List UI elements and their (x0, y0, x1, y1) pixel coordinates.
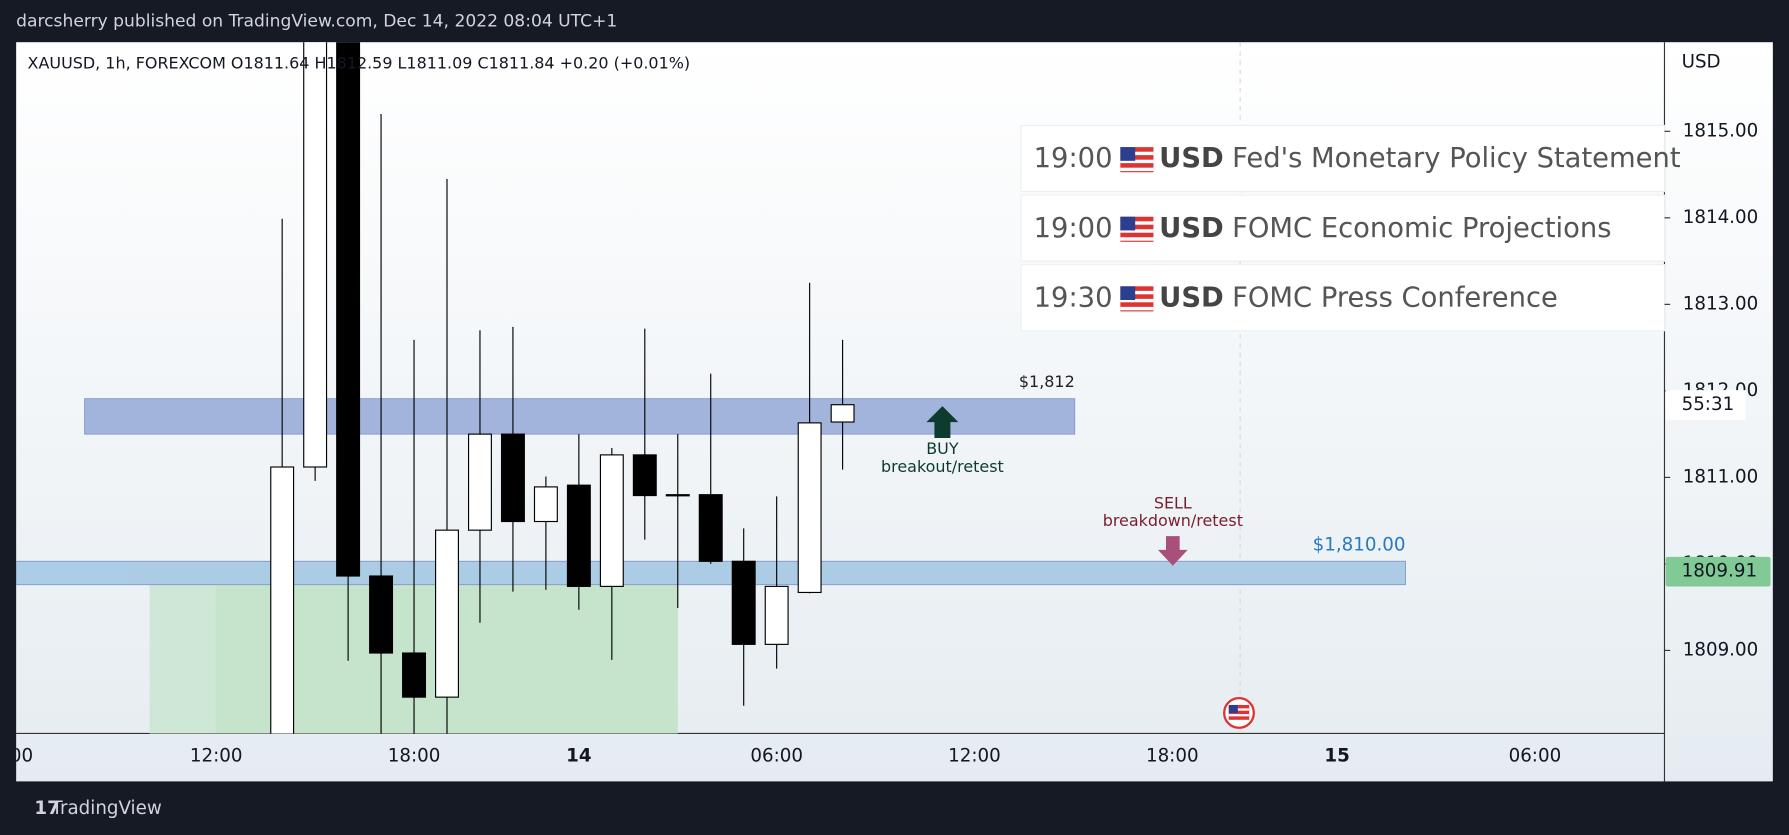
x-tick-label: 12:00 (948, 745, 1001, 766)
countdown-box (1665, 390, 1746, 420)
candle-body (632, 454, 657, 497)
last-price-label: 1809.91 (1682, 561, 1757, 582)
flag-stripe (1120, 221, 1154, 225)
event-name: FOMC Economic Projections (1232, 213, 1611, 244)
flag-stripe (1120, 229, 1154, 233)
price-zone (16, 560, 1406, 586)
published: darcsherry published on TradingView.com,… (16, 12, 617, 32)
y-tick-label: 1813.00 (1683, 293, 1758, 314)
candle-body (830, 404, 855, 423)
x-tick-label: 18:00 (388, 745, 441, 766)
flag-stripe (1120, 151, 1154, 156)
candle-body (467, 433, 492, 531)
flag-stripe (1120, 290, 1154, 295)
time-axis: :00 12:00 18:00 14 06:00 12:00 18:00 15 06:00 (4, 745, 1562, 766)
x-tick-label: :00 (4, 745, 33, 766)
y-tick-label: 1815.00 (1683, 120, 1758, 141)
candle-body (797, 422, 822, 594)
flag-stripe (1120, 237, 1154, 241)
brand-logo: 17 (34, 798, 59, 819)
event-currency: USD (1159, 213, 1224, 244)
zone-label: $1,812 (1019, 372, 1075, 391)
sell-arrow (1158, 536, 1188, 566)
x-tick-label: 15 (1324, 745, 1349, 766)
y-tick-label: 1811.00 (1683, 466, 1758, 487)
event-time: 19:30 (1034, 282, 1113, 313)
candle-body (270, 466, 295, 734)
candle-body (369, 575, 394, 654)
x-tick-label: 06:00 (1509, 745, 1562, 766)
brand: TradingView (51, 798, 162, 819)
plot (16, 42, 1406, 734)
x-tick-label: 06:00 (750, 745, 803, 766)
annotation-text: breakdown/retest (1103, 511, 1243, 530)
candle-body (731, 560, 756, 645)
candle-body (698, 494, 723, 562)
annotation-title: SELL (1154, 494, 1192, 513)
candle-body (533, 486, 558, 523)
candle-body (500, 433, 525, 523)
event-time: 19:00 (1034, 213, 1113, 244)
candle-body (764, 585, 789, 645)
flag-stripe (1120, 298, 1154, 303)
last-price-box (1665, 556, 1771, 587)
x-tick-label: 12:00 (190, 745, 243, 766)
price-zone (84, 398, 1076, 435)
flag-stripe (1120, 159, 1154, 164)
buy-arrow (926, 406, 959, 439)
candle-body (336, 42, 361, 577)
event-name: Fed's Monetary Policy Statement (1232, 143, 1681, 174)
y-tick-label: 1814.00 (1683, 207, 1758, 228)
annotation-title: BUY (926, 439, 959, 458)
x-tick-label: 14 (566, 745, 591, 766)
event-currency: USD (1159, 143, 1224, 174)
zone-label: $1,810.00 (1313, 534, 1406, 555)
annotation-text: breakout/retest (881, 457, 1004, 476)
countdown: 55:31 (1682, 394, 1735, 415)
candle-body (402, 652, 427, 698)
flag-canton (1120, 286, 1136, 301)
flag-canton (1120, 216, 1136, 231)
candle-body (599, 454, 624, 587)
symbol-header: XAUUSD, 1h, FOREXCOM O1811.64 H1812.59 L… (28, 53, 691, 72)
event-currency: USD (1159, 282, 1224, 313)
candle-body (665, 494, 690, 497)
x-tick-label: 18:00 (1146, 745, 1199, 766)
flag-stripe (1120, 167, 1154, 172)
event-time: 19:00 (1034, 143, 1113, 174)
candle-body (435, 529, 459, 698)
flag-canton (1120, 147, 1136, 161)
flag-stripe (1120, 306, 1154, 311)
event-flag (1223, 696, 1255, 729)
event-name: FOMC Press Conference (1232, 282, 1558, 313)
y-tick-label: 1809.00 (1683, 639, 1758, 660)
axis-unit: USD (1682, 52, 1721, 73)
candle-body (303, 42, 328, 468)
events-panel: 19:00 USD Fed's Monetary Policy Statement 1… (1020, 124, 1681, 332)
candle-body (566, 484, 591, 587)
